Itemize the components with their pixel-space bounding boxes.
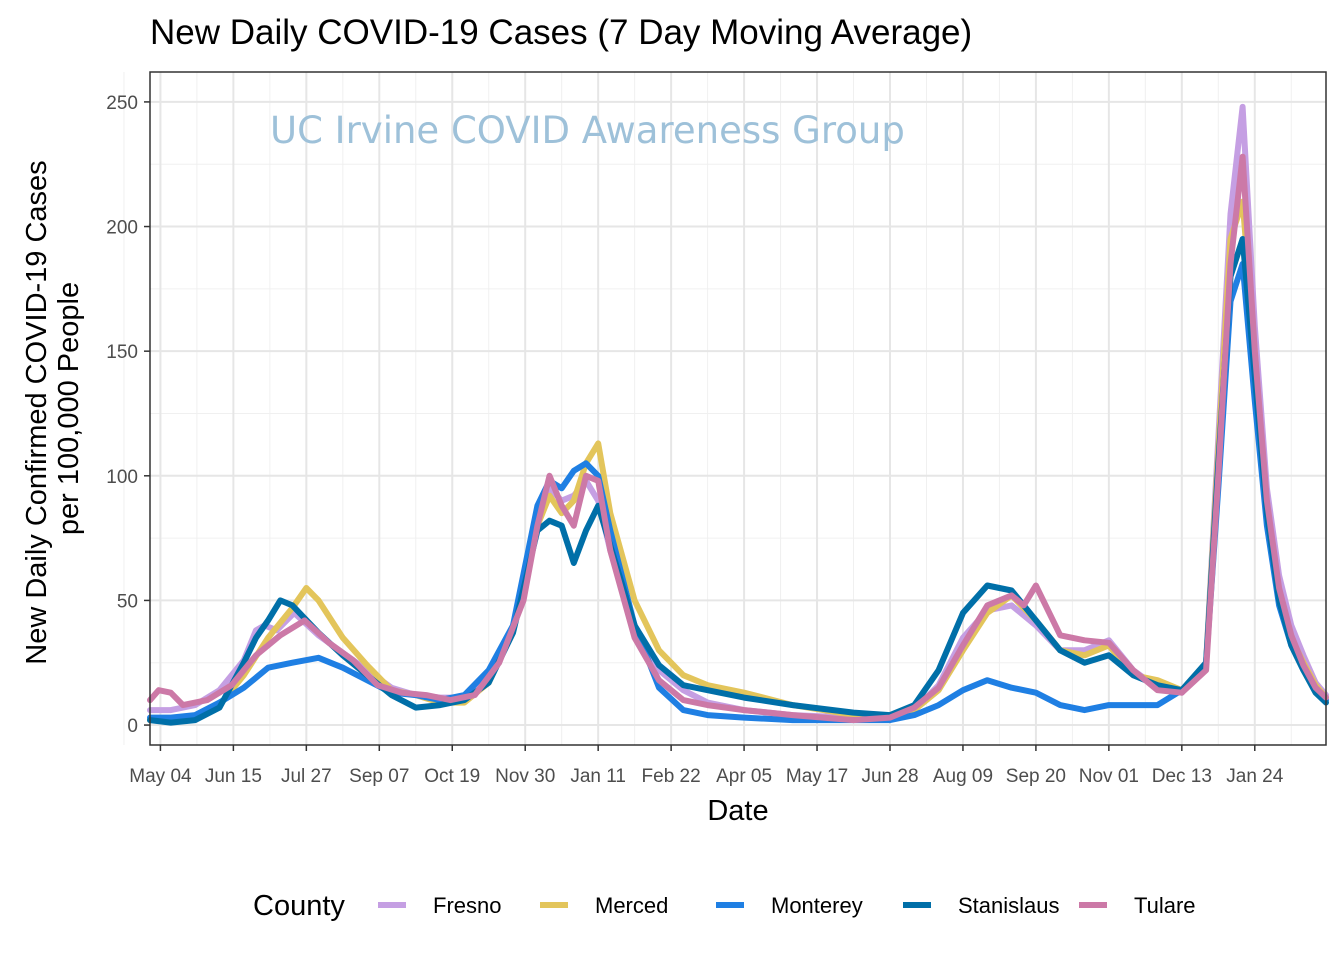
y-axis: 0 50 100 150 200 250 bbox=[106, 93, 150, 737]
legend-label-fresno: Fresno bbox=[433, 893, 501, 918]
legend: County Fresno Merced Monterey Stanislaus Tul… bbox=[253, 890, 1196, 922]
x-tick-label: Jan 11 bbox=[570, 766, 626, 787]
y-tick-label: 50 bbox=[117, 591, 138, 612]
chart-title: New Daily COVID-19 Cases (7 Day Moving A… bbox=[150, 13, 972, 52]
x-tick-label: Nov 30 bbox=[495, 766, 555, 787]
x-tick-label: May 17 bbox=[786, 766, 848, 787]
series-line-fresno bbox=[147, 103, 1329, 721]
series-line-stanislaus bbox=[147, 236, 1329, 726]
plot-panel: UC Irvine COVID Awareness Group bbox=[123, 71, 1329, 746]
legend-title: County bbox=[253, 890, 345, 922]
x-tick-label: Nov 01 bbox=[1079, 766, 1139, 787]
minor-gridlines bbox=[123, 72, 1326, 745]
x-tick-label: Sep 07 bbox=[349, 766, 409, 787]
x-tick-label: Jun 28 bbox=[861, 766, 918, 787]
y-axis-title-line-2: per 100,000 People bbox=[53, 282, 85, 535]
y-tick-label: 200 bbox=[106, 218, 138, 239]
x-tick-label: Jan 24 bbox=[1226, 766, 1283, 787]
y-tick-label: 100 bbox=[106, 467, 138, 488]
y-tick-label: 150 bbox=[106, 342, 138, 363]
major-gridlines bbox=[150, 72, 1326, 745]
legend-label-tulare: Tulare bbox=[1134, 893, 1196, 918]
panel-border bbox=[149, 71, 1327, 746]
x-tick-label: Sep 20 bbox=[1006, 766, 1066, 787]
x-tick-label: Jun 15 bbox=[205, 766, 262, 787]
x-tick-label: Feb 22 bbox=[642, 766, 701, 787]
series-lines bbox=[147, 103, 1329, 726]
legend-label-monterey: Monterey bbox=[771, 893, 863, 918]
legend-label-stanislaus: Stanislaus bbox=[958, 893, 1060, 918]
series-line-monterey bbox=[147, 260, 1329, 724]
x-tick-label: Dec 13 bbox=[1152, 766, 1212, 787]
x-tick-label: Oct 19 bbox=[424, 766, 480, 787]
x-tick-label: Jul 27 bbox=[281, 766, 332, 787]
series-line-tulare bbox=[147, 153, 1329, 724]
y-axis-title: New Daily Confirmed COVID-19 Cases per 1… bbox=[21, 152, 85, 665]
x-tick-label: May 04 bbox=[129, 766, 192, 787]
x-axis: May 04 Jun 15 Jul 27 Sep 07 Oct 19 Nov 30 Jan … bbox=[129, 745, 1284, 787]
x-tick-label: Apr 05 bbox=[716, 766, 772, 787]
legend-label-merced: Merced bbox=[595, 893, 668, 918]
y-axis-title-line-1: New Daily Confirmed COVID-19 Cases bbox=[21, 160, 53, 664]
x-axis-title: Date bbox=[707, 795, 768, 827]
y-tick-label: 0 bbox=[127, 716, 138, 737]
x-tick-label: Aug 09 bbox=[933, 766, 993, 787]
y-tick-label: 250 bbox=[106, 93, 138, 114]
watermark-annotation: UC Irvine COVID Awareness Group bbox=[270, 109, 905, 152]
